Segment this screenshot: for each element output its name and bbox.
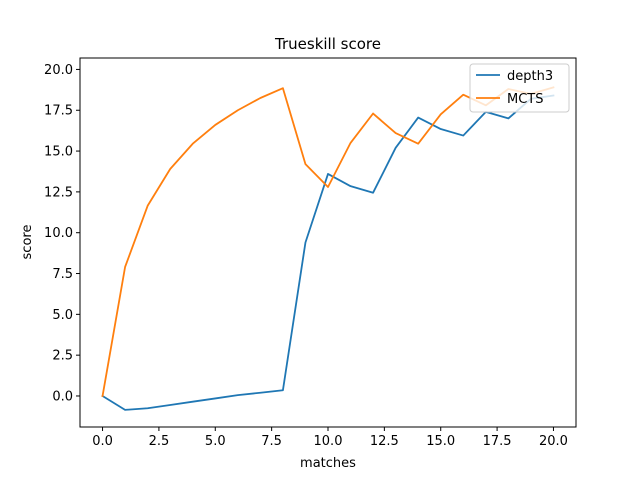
y-tick-label: 2.5 [52,349,73,364]
x-tick-label: 20.0 [539,434,568,449]
y-tick-label: 17.5 [44,104,73,119]
series-line-depth3 [101,94,555,411]
y-tick-label: 7.5 [52,267,73,282]
y-axis-ticks: 0.0 2.5 5.0 7.5 10.0 12.5 15.0 17.5 20.0 [44,63,80,404]
y-tick-label: 15.0 [44,145,73,160]
x-tick-label: 2.5 [149,434,170,449]
x-tick-label: 15.0 [426,434,455,449]
y-tick-label: 20.0 [44,63,73,78]
x-tick-label: 0.0 [92,434,113,449]
x-axis-label: matches [300,456,356,471]
x-tick-label: 17.5 [483,434,512,449]
x-tick-label: 5.0 [205,434,226,449]
y-tick-label: 5.0 [52,308,73,323]
x-tick-label: 10.0 [314,434,343,449]
x-tick-label: 12.5 [370,434,399,449]
chart-title: Trueskill score [274,35,381,53]
x-axis-ticks: 0.0 2.5 5.0 7.5 10.0 12.5 15.0 17.5 20.0 [92,427,568,449]
x-tick-label: 7.5 [261,434,282,449]
y-tick-label: 12.5 [44,185,73,200]
y-tick-label: 10.0 [44,226,73,241]
legend-box [469,63,570,113]
legend-label-mcts: MCTS [507,92,544,107]
legend: depth3 MCTS [469,63,570,113]
legend-label-depth3: depth3 [507,69,553,84]
y-axis-label: score [20,225,35,260]
y-tick-label: 0.0 [52,389,73,404]
